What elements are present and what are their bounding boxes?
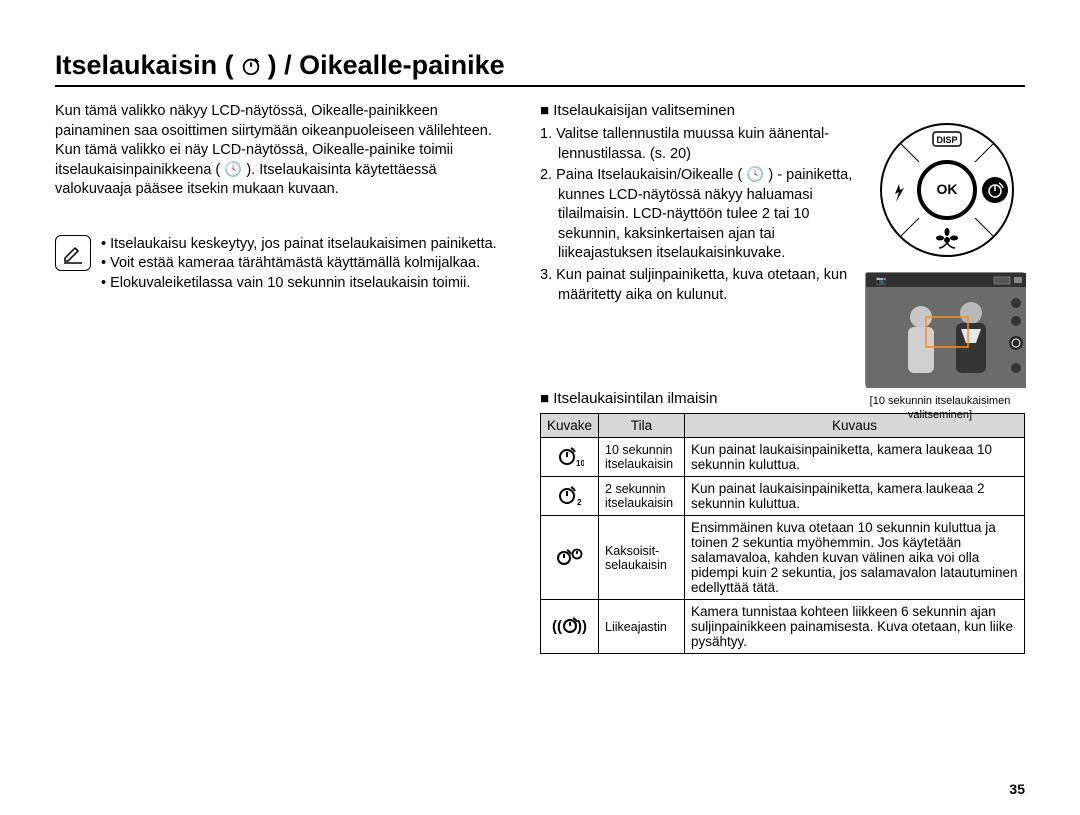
table-desc: Kun painat laukaisinpainiketta, kamera l… — [685, 438, 1025, 477]
table-header: Kuvake — [541, 414, 599, 438]
table-row: 2 2 sekunnin itselaukaisin Kun painat la… — [541, 477, 1025, 516]
table-desc: Kamera tunnistaa kohteen liikkeen 6 seku… — [685, 600, 1025, 654]
timer-10s-icon: 10 — [541, 438, 599, 477]
double-timer-icon — [541, 516, 599, 600]
note-item: • Itselaukaisu keskeytyy, jos painat its… — [101, 235, 497, 255]
pencil-note-icon — [55, 235, 91, 271]
table-row: Kaksoisit-selaukaisin Ensimmäinen kuva o… — [541, 516, 1025, 600]
table-row: (()) Liikeajastin Kamera tunnistaa kohte… — [541, 600, 1025, 654]
table-mode: 2 sekunnin itselaukaisin — [599, 477, 685, 516]
svg-text:)): )) — [577, 618, 587, 635]
table-mode: Liikeajastin — [599, 600, 685, 654]
table-desc: Ensimmäinen kuva otetaan 10 sekunnin kul… — [685, 516, 1025, 600]
svg-text:2: 2 — [577, 498, 582, 507]
svg-text:OK: OK — [937, 181, 958, 197]
right-column: ■ Itselaukaisijan valitseminen 1. Valits… — [540, 102, 1025, 654]
table-row: 10 10 sekunnin itselaukaisin Kun painat … — [541, 438, 1025, 477]
page-number: 35 — [1009, 781, 1025, 797]
lcd-preview: 📷 — [865, 272, 1025, 387]
note-box: • Itselaukaisu keskeytyy, jos painat its… — [55, 235, 505, 294]
timer-2s-icon: 2 — [541, 477, 599, 516]
steps-list: 1. Valitse tallennustila muussa kuin ään… — [540, 125, 870, 305]
title-suffix: ) / Oikealle-painike — [268, 50, 505, 81]
select-heading: ■ Itselaukaisijan valitseminen — [540, 102, 1025, 119]
svg-text:((: (( — [552, 618, 562, 635]
svg-text:DISP: DISP — [936, 135, 957, 145]
dial-illustration: OK DISP — [879, 122, 1015, 258]
step-item: 1. Valitse tallennustila muussa kuin ään… — [558, 125, 870, 164]
step-item: 3. Kun painat suljinpainiketta, kuva ote… — [558, 266, 870, 305]
table-desc: Kun painat laukaisinpainiketta, kamera l… — [685, 477, 1025, 516]
note-item: • Voit estää kameraa tärähtämästä käyttä… — [101, 254, 497, 274]
svg-text:📷: 📷 — [876, 276, 886, 285]
table-mode: Kaksoisit-selaukaisin — [599, 516, 685, 600]
indicator-table: Kuvake Tila Kuvaus 10 10 sekunnin itsela… — [540, 413, 1025, 654]
table-mode: 10 sekunnin itselaukaisin — [599, 438, 685, 477]
page-title: Itselaukaisin ( ) / Oikealle-painike — [55, 50, 1025, 87]
lcd-caption: [10 sekunnin itselaukaisimen valitsemine… — [860, 394, 1020, 423]
step-item: 2. Paina Itselaukaisin/Oikealle ( 🕓 ) - … — [558, 166, 870, 264]
svg-text:10: 10 — [576, 459, 584, 468]
note-list: • Itselaukaisu keskeytyy, jos painat its… — [101, 235, 497, 294]
timer-icon — [240, 55, 262, 77]
title-prefix: Itselaukaisin ( — [55, 50, 234, 81]
table-header: Tila — [599, 414, 685, 438]
motion-timer-icon: (()) — [541, 600, 599, 654]
note-item: • Elokuvaleiketilassa vain 10 sekunnin i… — [101, 274, 497, 294]
intro-paragraph: Kun tämä valikko näkyy LCD-näytössä, Oik… — [55, 102, 505, 200]
left-column: Kun tämä valikko näkyy LCD-näytössä, Oik… — [55, 102, 505, 654]
